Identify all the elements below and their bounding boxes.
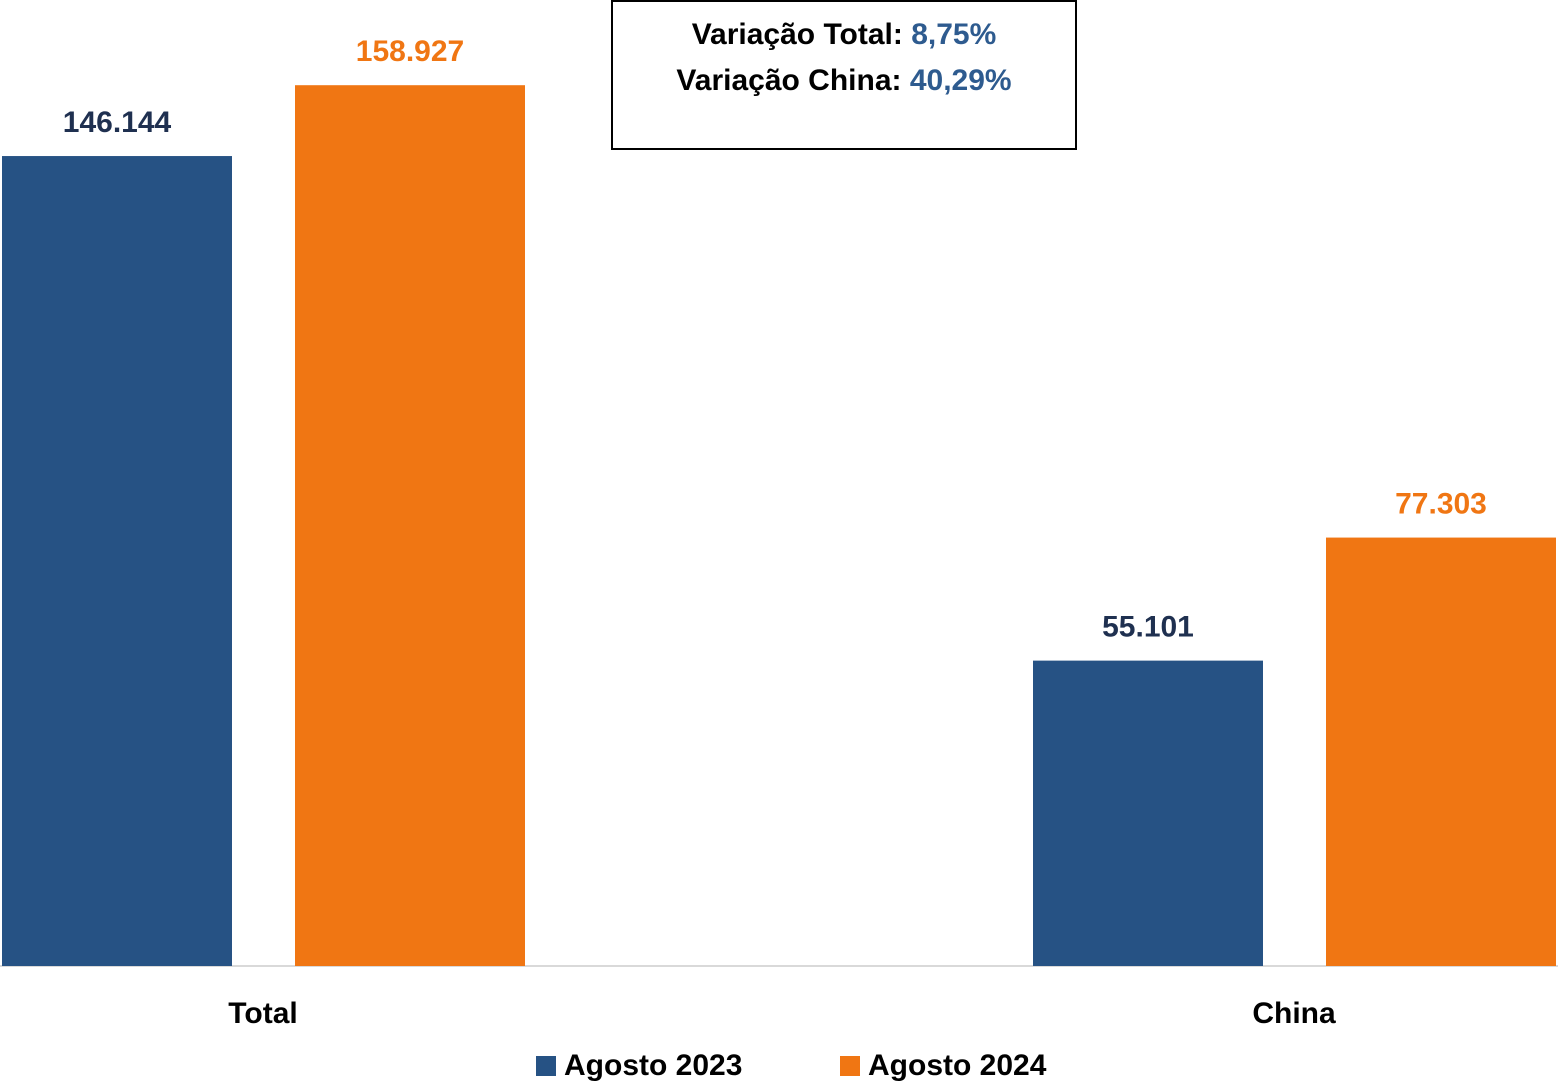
- legend-label: Agosto 2023: [564, 1049, 742, 1082]
- value-label: 146.144: [63, 106, 172, 139]
- bar: [295, 85, 525, 966]
- bar: [1033, 660, 1263, 966]
- annotation-value: 40,29%: [910, 64, 1012, 97]
- legend-swatch: [840, 1056, 860, 1076]
- bar: [2, 156, 232, 967]
- annotation-text: Variação China:: [676, 64, 901, 97]
- annotation-text: Variação Total:: [692, 18, 903, 51]
- annotation: Variação Total: 8,75%: [692, 18, 997, 51]
- x-tick-label: Total: [228, 997, 297, 1030]
- bar: [1326, 537, 1556, 966]
- x-tick-label: China: [1252, 997, 1336, 1030]
- legend-label: Agosto 2024: [868, 1049, 1047, 1082]
- annotation: Variação China: 40,29%: [676, 64, 1011, 97]
- value-label: 158.927: [356, 35, 464, 68]
- value-label: 77.303: [1395, 487, 1487, 520]
- value-label: 55.101: [1102, 611, 1194, 644]
- annotation-box: [611, 0, 1077, 150]
- annotation-value: 8,75%: [911, 18, 996, 51]
- legend-swatch: [536, 1056, 556, 1076]
